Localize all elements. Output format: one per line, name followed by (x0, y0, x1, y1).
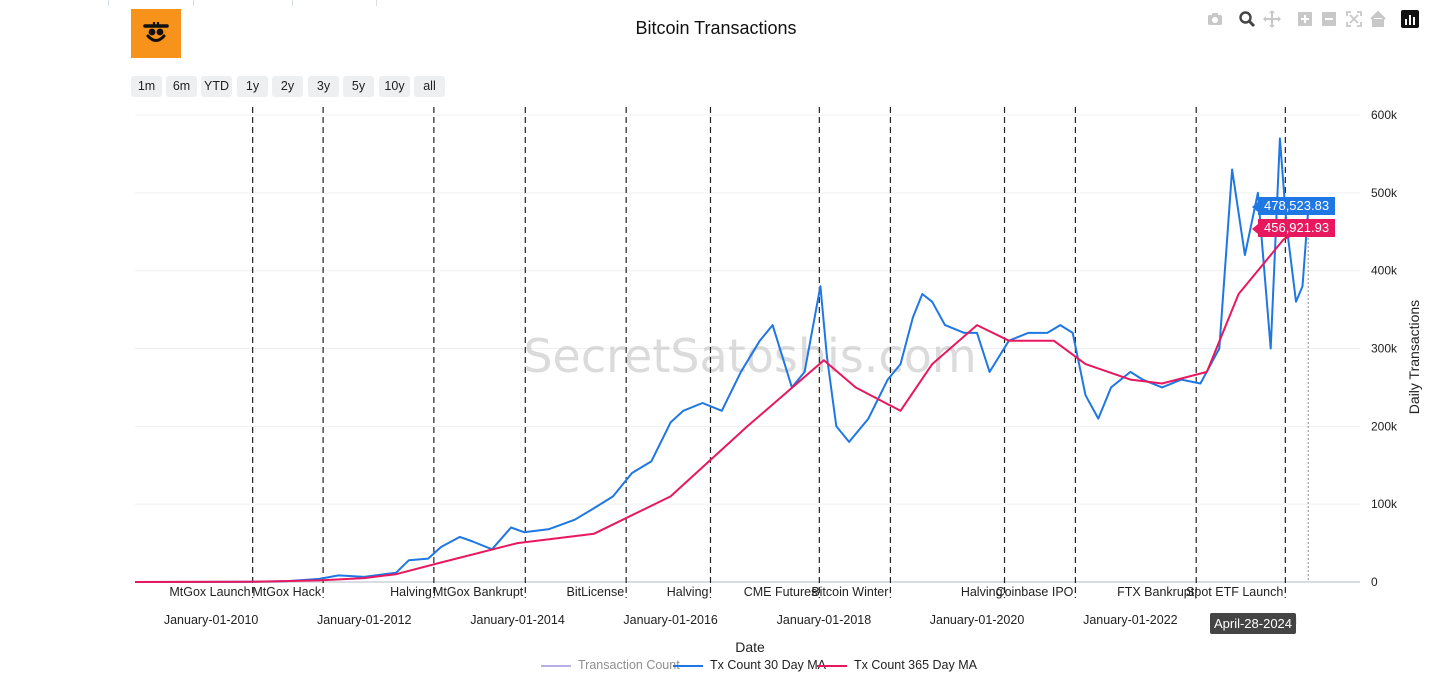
y-tick-label: 300k (1371, 342, 1398, 356)
event-label: MtGox Bankrupt (433, 585, 524, 599)
range-button-1y[interactable]: 1y (237, 76, 268, 97)
y-tick-label: 100k (1371, 497, 1398, 511)
camera-icon[interactable] (1206, 10, 1224, 28)
range-button-1m[interactable]: 1m (131, 76, 162, 97)
chart-title: Bitcoin Transactions (635, 18, 797, 38)
legend-label: Tx Count 30 Day MA (710, 658, 827, 672)
reset-axes-icon[interactable] (1369, 10, 1387, 28)
series-line-2[interactable] (134, 225, 1309, 583)
x-tick-label: January-01-2010 (164, 613, 259, 627)
hover-label-30d: 478,523.83 (1258, 197, 1336, 215)
event-label: Halving (961, 585, 1003, 599)
range-button-all[interactable]: all (414, 76, 445, 97)
event-label: CME Futures (744, 585, 818, 599)
event-label: Bitcoin Winter (811, 585, 888, 599)
zoom-icon[interactable] (1238, 10, 1256, 28)
zoom-out-icon[interactable] (1320, 10, 1338, 28)
range-button-3y[interactable]: 3y (308, 76, 339, 97)
x-tick-label: January-01-2016 (623, 613, 718, 627)
legend-swatch (673, 665, 703, 667)
range-button-ytd[interactable]: YTD (201, 76, 232, 97)
range-button-10y[interactable]: 10y (379, 76, 410, 97)
range-button-6m[interactable]: 6m (166, 76, 197, 97)
event-label: Spot ETF Launch (1186, 585, 1283, 599)
legend-swatch (817, 665, 847, 667)
bitcoin-smile-icon (131, 9, 181, 58)
x-tick-label: January-01-2020 (930, 613, 1025, 627)
x-axis-title: Date (735, 639, 765, 655)
y-tick-label: 200k (1371, 419, 1398, 433)
event-label: FTX Bankrupt (1117, 585, 1195, 599)
series-line-1[interactable] (134, 137, 1310, 583)
secret-satoshis-logo (131, 9, 181, 58)
legend-item-30d-ma[interactable]: Tx Count 30 Day MA (673, 657, 826, 675)
hover-pointer-365d (1252, 224, 1258, 234)
hover-date-label: April-28-2024 (1210, 613, 1296, 634)
plotly-logo-icon[interactable] (1401, 10, 1419, 28)
top-tab-strip (0, 0, 1456, 6)
legend-item-transaction-count[interactable]: Transaction Count (541, 657, 680, 675)
y-tick-label: 500k (1371, 186, 1398, 200)
y-tick-label: 0 (1371, 575, 1378, 589)
autoscale-icon[interactable] (1345, 10, 1363, 28)
event-label: MtGox Launch (169, 585, 250, 599)
x-tick-label: January-01-2014 (470, 613, 565, 627)
y-tick-label: 600k (1371, 108, 1398, 122)
legend-swatch (541, 665, 571, 667)
x-tick-label: January-01-2012 (317, 613, 412, 627)
event-label: BitLicense (566, 585, 624, 599)
x-tick-label: January-01-2018 (777, 613, 872, 627)
y-axis-title: Daily Transactions (1406, 300, 1422, 414)
hover-pointer-30d (1252, 202, 1258, 212)
legend-label: Tx Count 365 Day MA (854, 658, 977, 672)
event-label: Halving (667, 585, 709, 599)
legend-item-365d-ma[interactable]: Tx Count 365 Day MA (817, 657, 977, 675)
event-label: MtGox Hack (252, 585, 322, 599)
y-tick-label: 400k (1371, 264, 1398, 278)
range-button-5y[interactable]: 5y (343, 76, 374, 97)
event-label: Coinbase IPO (996, 585, 1074, 599)
legend-label: Transaction Count (578, 658, 680, 672)
x-tick-label: January-01-2022 (1083, 613, 1178, 627)
hover-label-365d: 456,921.93 (1258, 219, 1336, 237)
pan-icon[interactable] (1263, 10, 1281, 28)
zoom-in-icon[interactable] (1296, 10, 1314, 28)
event-label: Halving (390, 585, 432, 599)
range-button-2y[interactable]: 2y (272, 76, 303, 97)
